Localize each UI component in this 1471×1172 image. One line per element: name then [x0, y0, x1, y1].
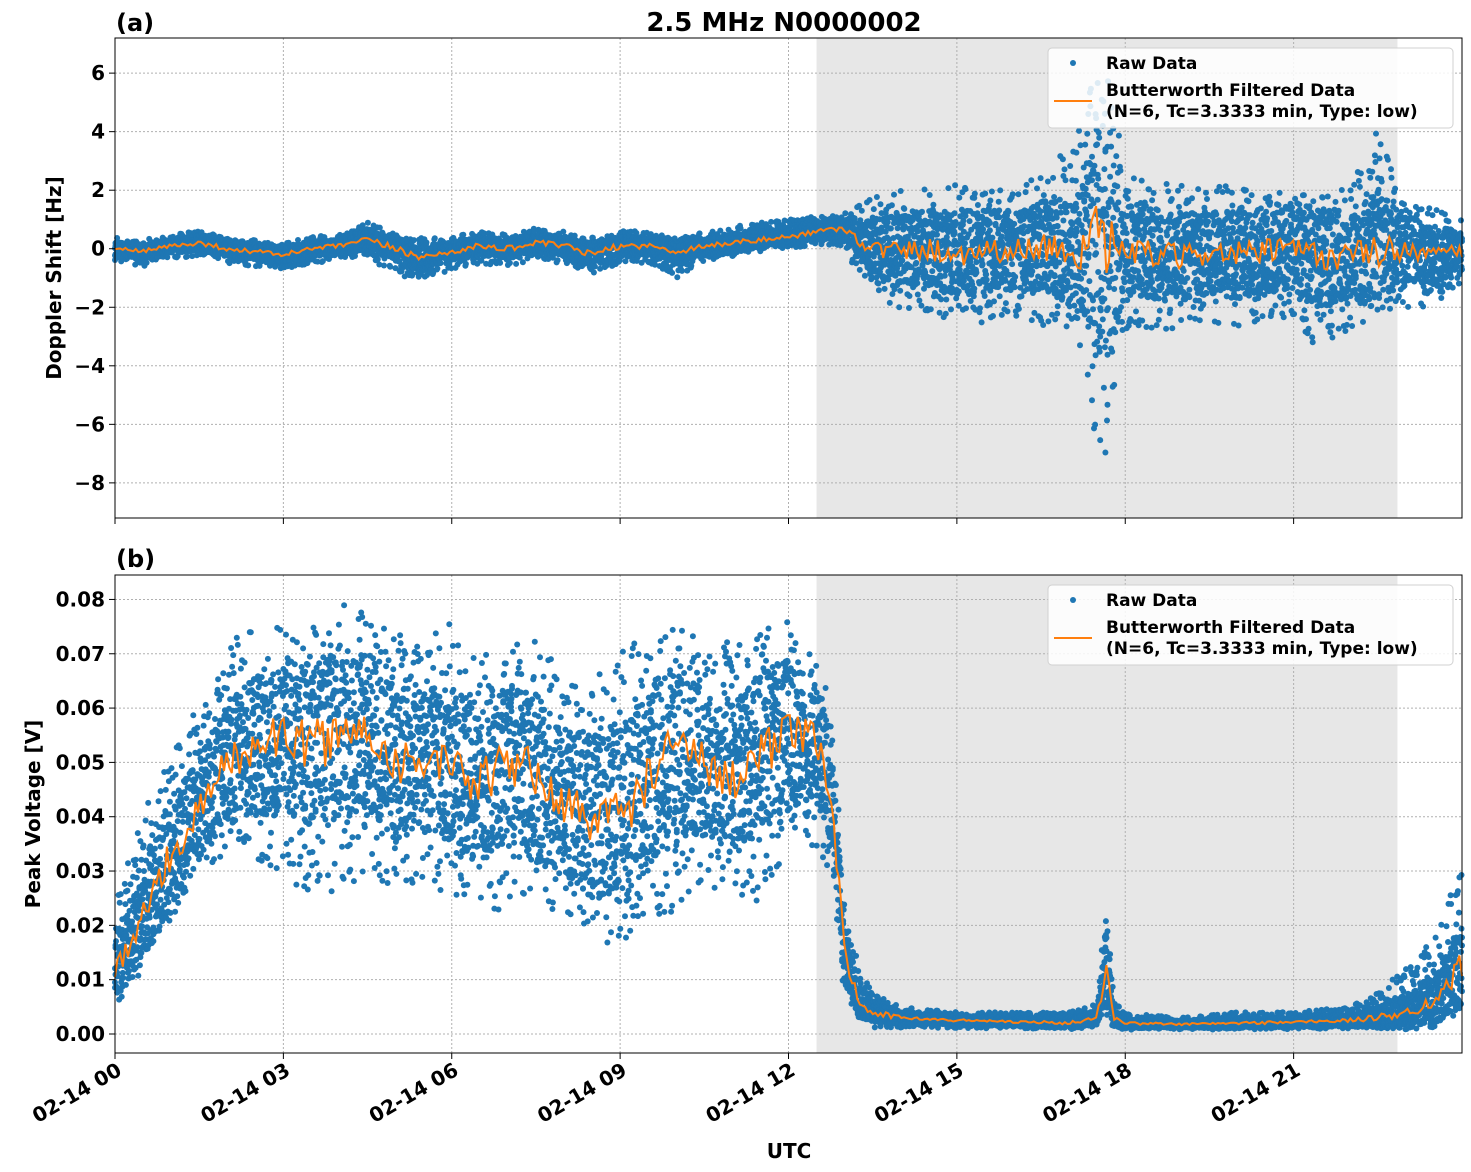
raw-data-point: [963, 305, 969, 312]
raw-data-point: [842, 210, 849, 217]
raw-data-point: [897, 188, 904, 194]
raw-data-point: [952, 219, 959, 225]
raw-data-point: [801, 243, 808, 249]
raw-data-point: [519, 259, 526, 266]
raw-data-point: [966, 218, 973, 225]
raw-data-point: [918, 302, 925, 309]
raw-data-point: [858, 207, 865, 214]
raw-data-point: [938, 296, 945, 303]
raw-data-point: [873, 194, 880, 200]
raw-data-point: [955, 288, 962, 295]
raw-data-point: [590, 269, 597, 276]
raw-data-point: [901, 205, 908, 212]
raw-data-point: [930, 201, 937, 208]
raw-data-point: [929, 268, 936, 275]
raw-data-point: [887, 225, 894, 232]
raw-data-point: [906, 293, 913, 299]
raw-data-point: [956, 194, 963, 201]
raw-data-point: [941, 272, 948, 279]
raw-data-point: [431, 235, 438, 242]
raw-data-point: [919, 208, 925, 215]
raw-data-point: [896, 304, 903, 311]
raw-data-point: [381, 262, 387, 269]
raw-data-point: [948, 306, 954, 313]
raw-data-point: [927, 306, 934, 313]
raw-data-point: [942, 310, 949, 317]
raw-data-point: [462, 260, 469, 267]
raw-data-point: [945, 185, 952, 192]
raw-data-point: [897, 287, 904, 294]
raw-data-points-a: [112, 78, 1465, 456]
raw-data-point: [951, 230, 958, 237]
raw-data-point: [886, 299, 893, 306]
raw-data-point: [696, 230, 703, 237]
raw-data-point: [877, 201, 884, 208]
raw-data-point: [899, 257, 906, 264]
raw-data-point: [913, 259, 920, 266]
raw-data-point: [143, 259, 150, 266]
raw-data-point: [934, 231, 940, 238]
raw-data-point: [962, 240, 968, 247]
raw-data-point: [554, 257, 561, 264]
raw-data-point: [971, 190, 978, 197]
raw-data-point: [891, 191, 897, 198]
raw-data-point: [875, 287, 882, 294]
raw-data-point: [875, 280, 882, 287]
raw-data-point: [387, 263, 394, 270]
raw-data-point: [460, 231, 467, 238]
raw-data-point: [513, 260, 520, 267]
raw-data-point: [914, 280, 921, 287]
raw-data-point: [184, 253, 190, 260]
raw-data-point: [409, 270, 416, 277]
raw-data-point: [921, 186, 928, 193]
raw-data-point: [914, 228, 921, 235]
raw-data-point: [866, 197, 873, 203]
raw-data-point: [971, 285, 978, 292]
raw-data-point: [906, 305, 912, 311]
raw-data-point: [591, 263, 598, 270]
raw-data-point: [926, 192, 933, 198]
raw-data-point: [245, 262, 252, 269]
raw-data-point: [916, 297, 923, 304]
raw-data-point: [861, 272, 868, 279]
raw-data-point: [674, 274, 681, 281]
raw-data-point: [881, 285, 888, 292]
raw-data-point: [423, 239, 430, 246]
raw-data-point: [943, 296, 950, 303]
raw-data-point: [853, 260, 860, 267]
raw-data-point: [169, 249, 175, 256]
raw-data-point: [434, 265, 441, 272]
raw-data-point: [506, 260, 513, 266]
raw-data-point: [669, 269, 676, 276]
raw-data-point: [952, 182, 959, 189]
raw-data-point: [437, 260, 444, 267]
raw-data-point: [962, 186, 969, 193]
raw-data-point: [936, 309, 943, 316]
raw-data-point: [679, 267, 685, 274]
raw-data-point: [164, 254, 171, 261]
raw-data-point: [951, 210, 958, 217]
raw-data-point: [870, 206, 877, 213]
raw-data-point: [914, 291, 921, 298]
raw-data-point: [856, 266, 863, 273]
raw-data-point: [888, 202, 895, 209]
raw-data-point: [364, 219, 371, 226]
raw-data-point: [700, 258, 707, 264]
raw-data-point: [411, 237, 417, 244]
raw-data-point: [497, 259, 504, 266]
